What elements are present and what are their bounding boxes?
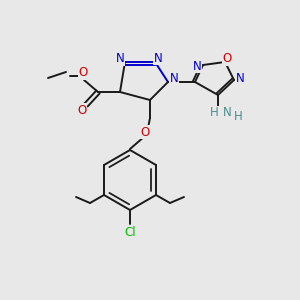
Text: O: O xyxy=(222,52,232,65)
Text: O: O xyxy=(140,125,150,139)
Text: N: N xyxy=(116,52,124,65)
Text: N: N xyxy=(154,52,162,64)
Text: N: N xyxy=(236,73,244,85)
Text: N: N xyxy=(223,106,231,119)
Text: H: H xyxy=(234,110,242,124)
Text: H: H xyxy=(210,106,218,119)
Text: Cl: Cl xyxy=(124,226,136,238)
Text: O: O xyxy=(77,103,87,116)
Text: N: N xyxy=(169,73,178,85)
Text: N: N xyxy=(193,59,201,73)
Text: O: O xyxy=(78,67,88,80)
